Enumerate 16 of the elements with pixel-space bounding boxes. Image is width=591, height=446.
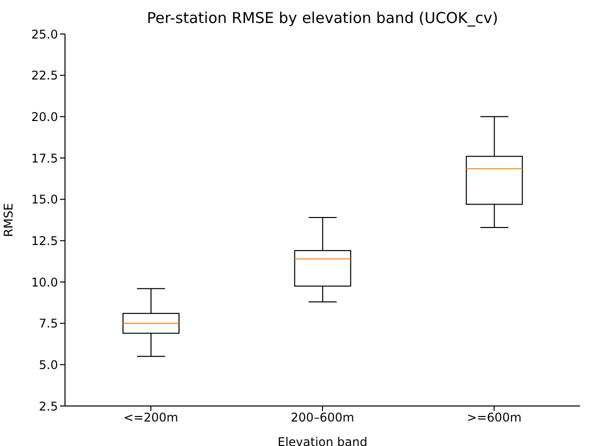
- x-tick-label: 200–600m: [290, 410, 354, 425]
- x-axis-title: Elevation band: [278, 435, 368, 446]
- x-tick-label: <=200m: [123, 410, 178, 425]
- y-tick-label: 20.0: [31, 110, 58, 124]
- y-tick-label: 15.0: [31, 192, 58, 207]
- y-tick-label: 12.5: [31, 234, 58, 248]
- x-tick-label: >=600m: [466, 410, 522, 425]
- y-axis-title: RMSE: [1, 203, 16, 237]
- y-tick-label: 5.0: [38, 358, 58, 372]
- y-tick-label: 10.0: [31, 275, 58, 290]
- y-tick-label: 7.5: [38, 316, 58, 331]
- y-tick-label: 25.0: [31, 27, 58, 42]
- chart-title: Per-station RMSE by elevation band (UCOK_cv): [146, 9, 500, 27]
- y-tick-label: 17.5: [31, 151, 58, 166]
- y-tick-label: 22.5: [31, 68, 58, 83]
- y-tick-label: 2.5: [38, 399, 58, 414]
